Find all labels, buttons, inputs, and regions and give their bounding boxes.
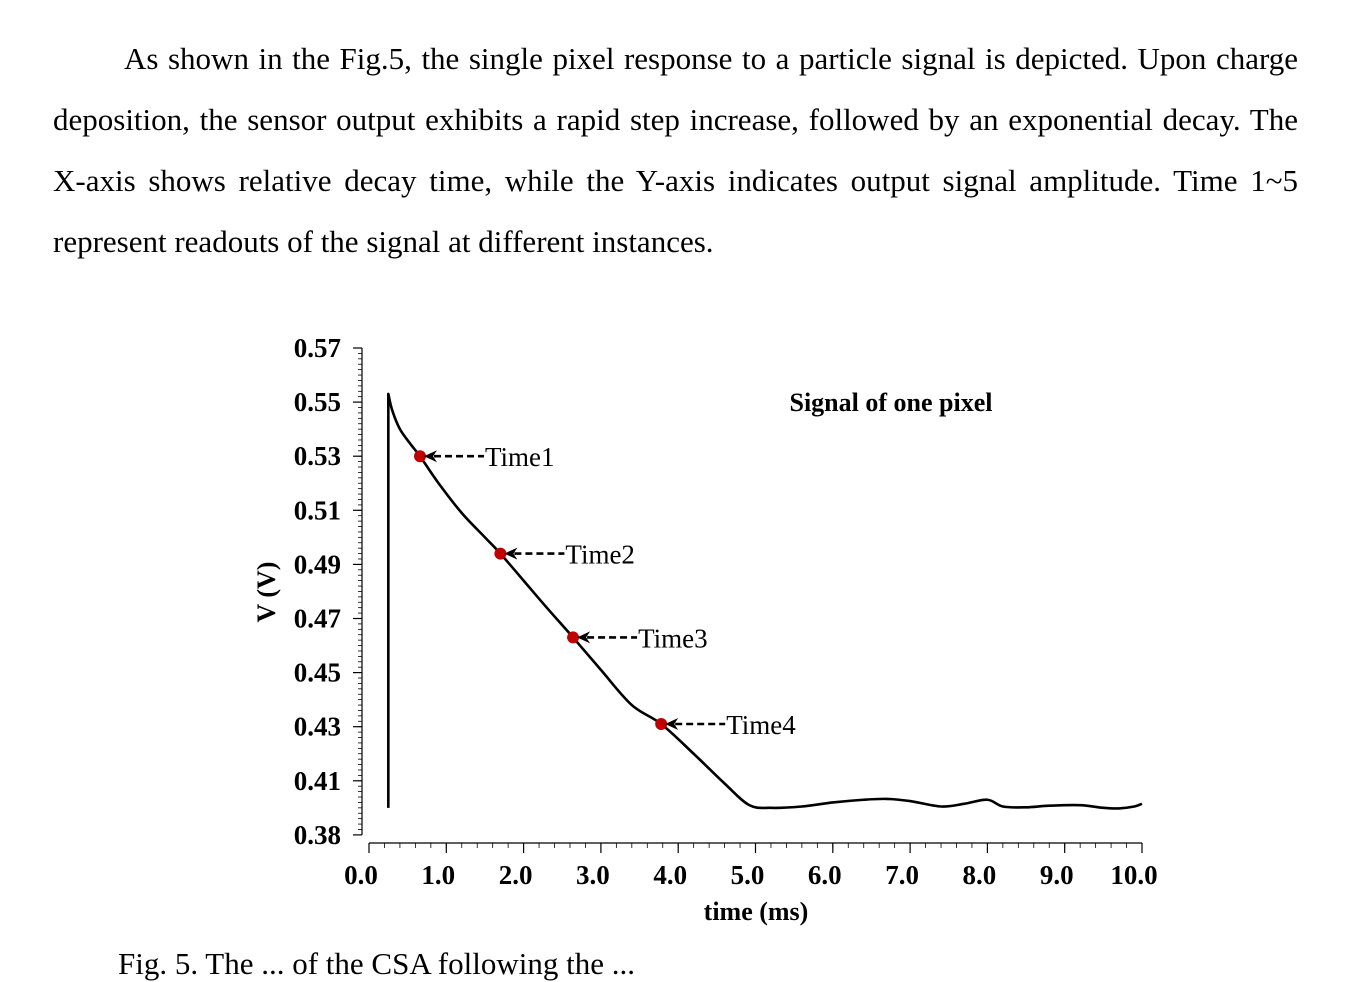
y-axis-label: V (V)	[252, 562, 281, 623]
readout-point	[414, 450, 427, 463]
x-tick-label: 6.0	[808, 860, 842, 890]
body-paragraph: As shown in the Fig.5, the single pixel …	[53, 28, 1298, 272]
marker-4: Time4	[655, 710, 796, 740]
marker-label: Time4	[726, 710, 796, 740]
chart-plot: Time1 Time2 Time3 Time4	[387, 392, 1143, 810]
x-tick-label: 4.0	[653, 860, 687, 890]
x-tick-label: 0.0	[344, 860, 378, 890]
paragraph-text: As shown in the Fig.5, the single pixel …	[53, 41, 1298, 259]
marker-1: Time1	[414, 442, 555, 472]
marker-label: Time2	[565, 540, 635, 570]
x-tick-label: 1.0	[421, 860, 455, 890]
figure-caption: Fig. 5. The ... of the CSA following the…	[118, 946, 635, 981]
y-tick-label: 0.47	[294, 604, 341, 634]
readout-point	[655, 717, 668, 730]
x-tick-label: 5.0	[731, 860, 765, 890]
y-tick-label: 0.57	[294, 333, 341, 363]
y-tick-label: 0.49	[294, 549, 341, 579]
x-tick-label: 8.0	[963, 860, 997, 890]
arrow-head-icon	[665, 717, 679, 730]
y-tick-label: 0.51	[294, 495, 341, 525]
x-tick-label: 2.0	[499, 860, 533, 890]
chart-axes: 0.57 0.55 0.53 0.51 0.49 0.47 0.45 0.43 0.41 0.38…	[294, 333, 1158, 890]
y-tick-label: 0.55	[294, 387, 341, 417]
x-axis-label: time (ms)	[704, 897, 809, 926]
x-tick-label: 7.0	[885, 860, 919, 890]
marker-2: Time2	[494, 540, 635, 570]
y-tick-label: 0.53	[294, 441, 341, 471]
readout-point	[494, 547, 507, 560]
signal-line	[387, 392, 1143, 810]
arrow-head-icon	[504, 547, 518, 560]
signal-chart: 0.57 0.55 0.53 0.51 0.49 0.47 0.45 0.43 0.41 0.38…	[252, 333, 1158, 926]
x-tick-label: 9.0	[1040, 860, 1074, 890]
marker-3: Time3	[567, 623, 708, 653]
y-tick-label: 0.38	[294, 820, 341, 850]
readout-point	[567, 631, 580, 644]
x-tick-label: 10.0	[1110, 860, 1157, 890]
y-tick-label: 0.41	[294, 766, 341, 796]
arrow-head-icon	[577, 631, 591, 644]
marker-label: Time3	[638, 623, 708, 653]
y-tick-label: 0.45	[294, 658, 341, 688]
arrow-head-icon	[424, 450, 438, 463]
chart-title: Signal of one pixel	[790, 388, 993, 417]
marker-label: Time1	[485, 442, 555, 472]
y-tick-label: 0.43	[294, 712, 341, 742]
x-tick-label: 3.0	[576, 860, 610, 890]
